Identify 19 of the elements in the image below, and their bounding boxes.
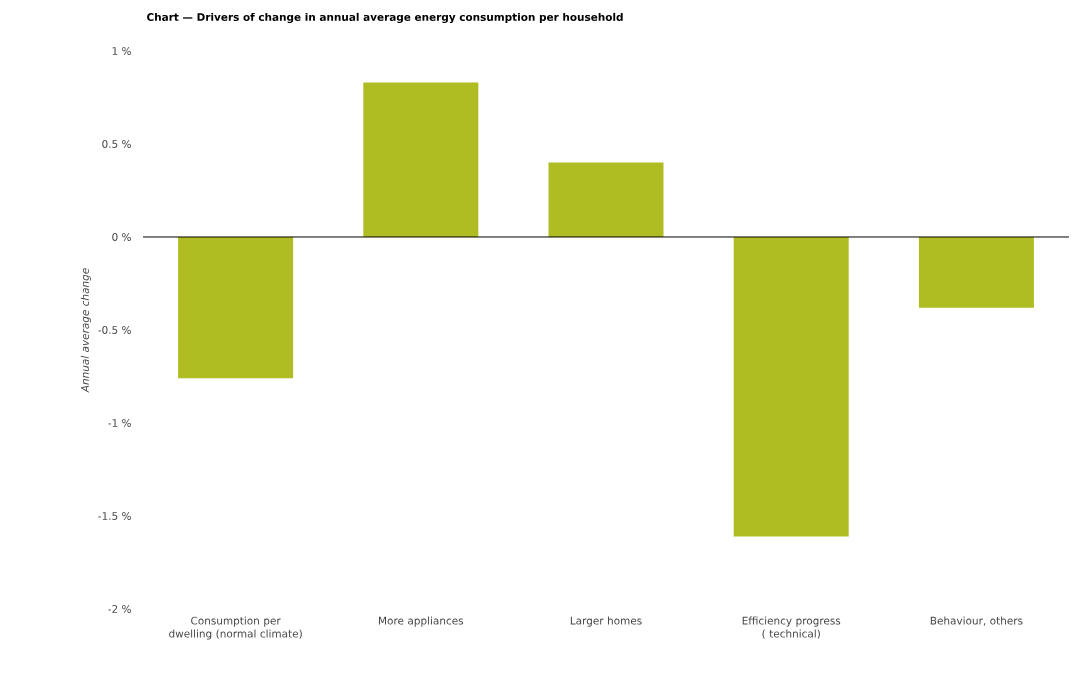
y-tick-label: -2 %: [108, 605, 131, 613]
y-tick-label: 0.5 %: [102, 140, 131, 148]
y-tick-label: -1.5 %: [98, 512, 131, 520]
x-tick-label: More appliances: [379, 616, 464, 627]
bar: [178, 237, 294, 379]
x-tick-label: Behaviour, others: [930, 616, 1023, 626]
chart-title: Chart — Drivers of change in annual average energy consumption per household: [147, 12, 623, 24]
y-tick-label: -1 %: [108, 419, 131, 427]
y-tick-label: 0 %: [112, 233, 131, 241]
x-tick-label: Consumption per dwelling (normal climate): [169, 616, 302, 640]
bar: [363, 82, 479, 237]
x-tick-label: Efficiency progress ( technical): [742, 616, 841, 639]
y-tick-label: 1 %: [112, 47, 131, 55]
y-tick-label: -0.5 %: [98, 326, 131, 334]
bar: [733, 237, 849, 537]
bar: [918, 237, 1034, 308]
y-axis-title: Annual average change: [80, 268, 91, 393]
x-tick-label: Larger homes: [570, 616, 642, 627]
bar: [548, 162, 664, 237]
